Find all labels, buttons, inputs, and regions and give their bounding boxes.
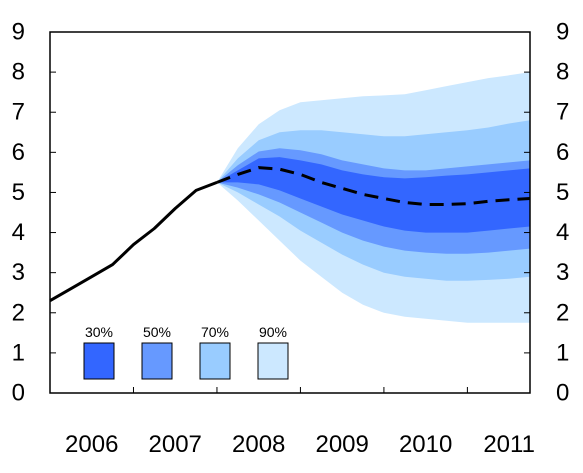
legend-label: 50% xyxy=(143,324,171,340)
x-tick-label: 2011 xyxy=(483,431,535,458)
projection-line xyxy=(216,166,531,206)
legend-swatch xyxy=(257,342,289,380)
legend-swatch xyxy=(83,342,115,380)
y-tick-label-left: 9 xyxy=(12,19,25,46)
x-tick-label: 2010 xyxy=(399,431,452,458)
legend-label: 70% xyxy=(201,324,229,340)
series-lines xyxy=(49,166,531,303)
x-tick-label: 2008 xyxy=(232,431,285,458)
y-tick-label-left: 0 xyxy=(12,380,25,407)
legend-label: 90% xyxy=(259,324,287,340)
x-tick-label: 2009 xyxy=(315,431,368,458)
legend-swatch xyxy=(199,342,231,380)
y-tick-label-right: 3 xyxy=(556,259,569,286)
y-tick-label-right: 7 xyxy=(556,99,569,126)
plot-frame xyxy=(49,31,531,394)
y-tick-label-right: 0 xyxy=(556,380,569,407)
x-axis: 2006 2007 2008 2009 2010 2011 xyxy=(65,387,535,458)
y-tick-label-left: 8 xyxy=(12,59,25,86)
y-tick-label-left: 6 xyxy=(12,139,25,166)
x-tick-label: 2007 xyxy=(149,431,202,458)
legend-label: 30% xyxy=(85,324,113,340)
y-tick-label-right: 4 xyxy=(556,219,569,246)
y-tick-label-left: 2 xyxy=(12,299,25,326)
legend: 30% 50% 70% 90% xyxy=(83,324,289,380)
y-tick-label-left: 4 xyxy=(12,219,25,246)
y-axis-right: 0 1 2 3 4 5 6 7 8 9 xyxy=(524,19,569,407)
x-tick-label: 2006 xyxy=(65,431,118,458)
y-tick-label-right: 6 xyxy=(556,139,569,166)
actual-line xyxy=(49,180,218,303)
y-tick-label-right: 5 xyxy=(556,179,569,206)
y-axis-left: 0 1 2 3 4 5 6 7 8 9 xyxy=(12,19,56,407)
y-tick-label-right: 2 xyxy=(556,299,569,326)
legend-swatch xyxy=(141,342,173,380)
y-tick-label-right: 1 xyxy=(556,339,569,366)
y-tick-label-left: 5 xyxy=(12,179,25,206)
y-tick-label-right: 9 xyxy=(556,19,569,46)
y-tick-label-left: 3 xyxy=(12,259,25,286)
y-tick-label-right: 8 xyxy=(556,59,569,86)
y-tick-label-left: 7 xyxy=(12,99,25,126)
fan-band-3 xyxy=(217,157,530,233)
y-tick-label-left: 1 xyxy=(12,339,25,366)
